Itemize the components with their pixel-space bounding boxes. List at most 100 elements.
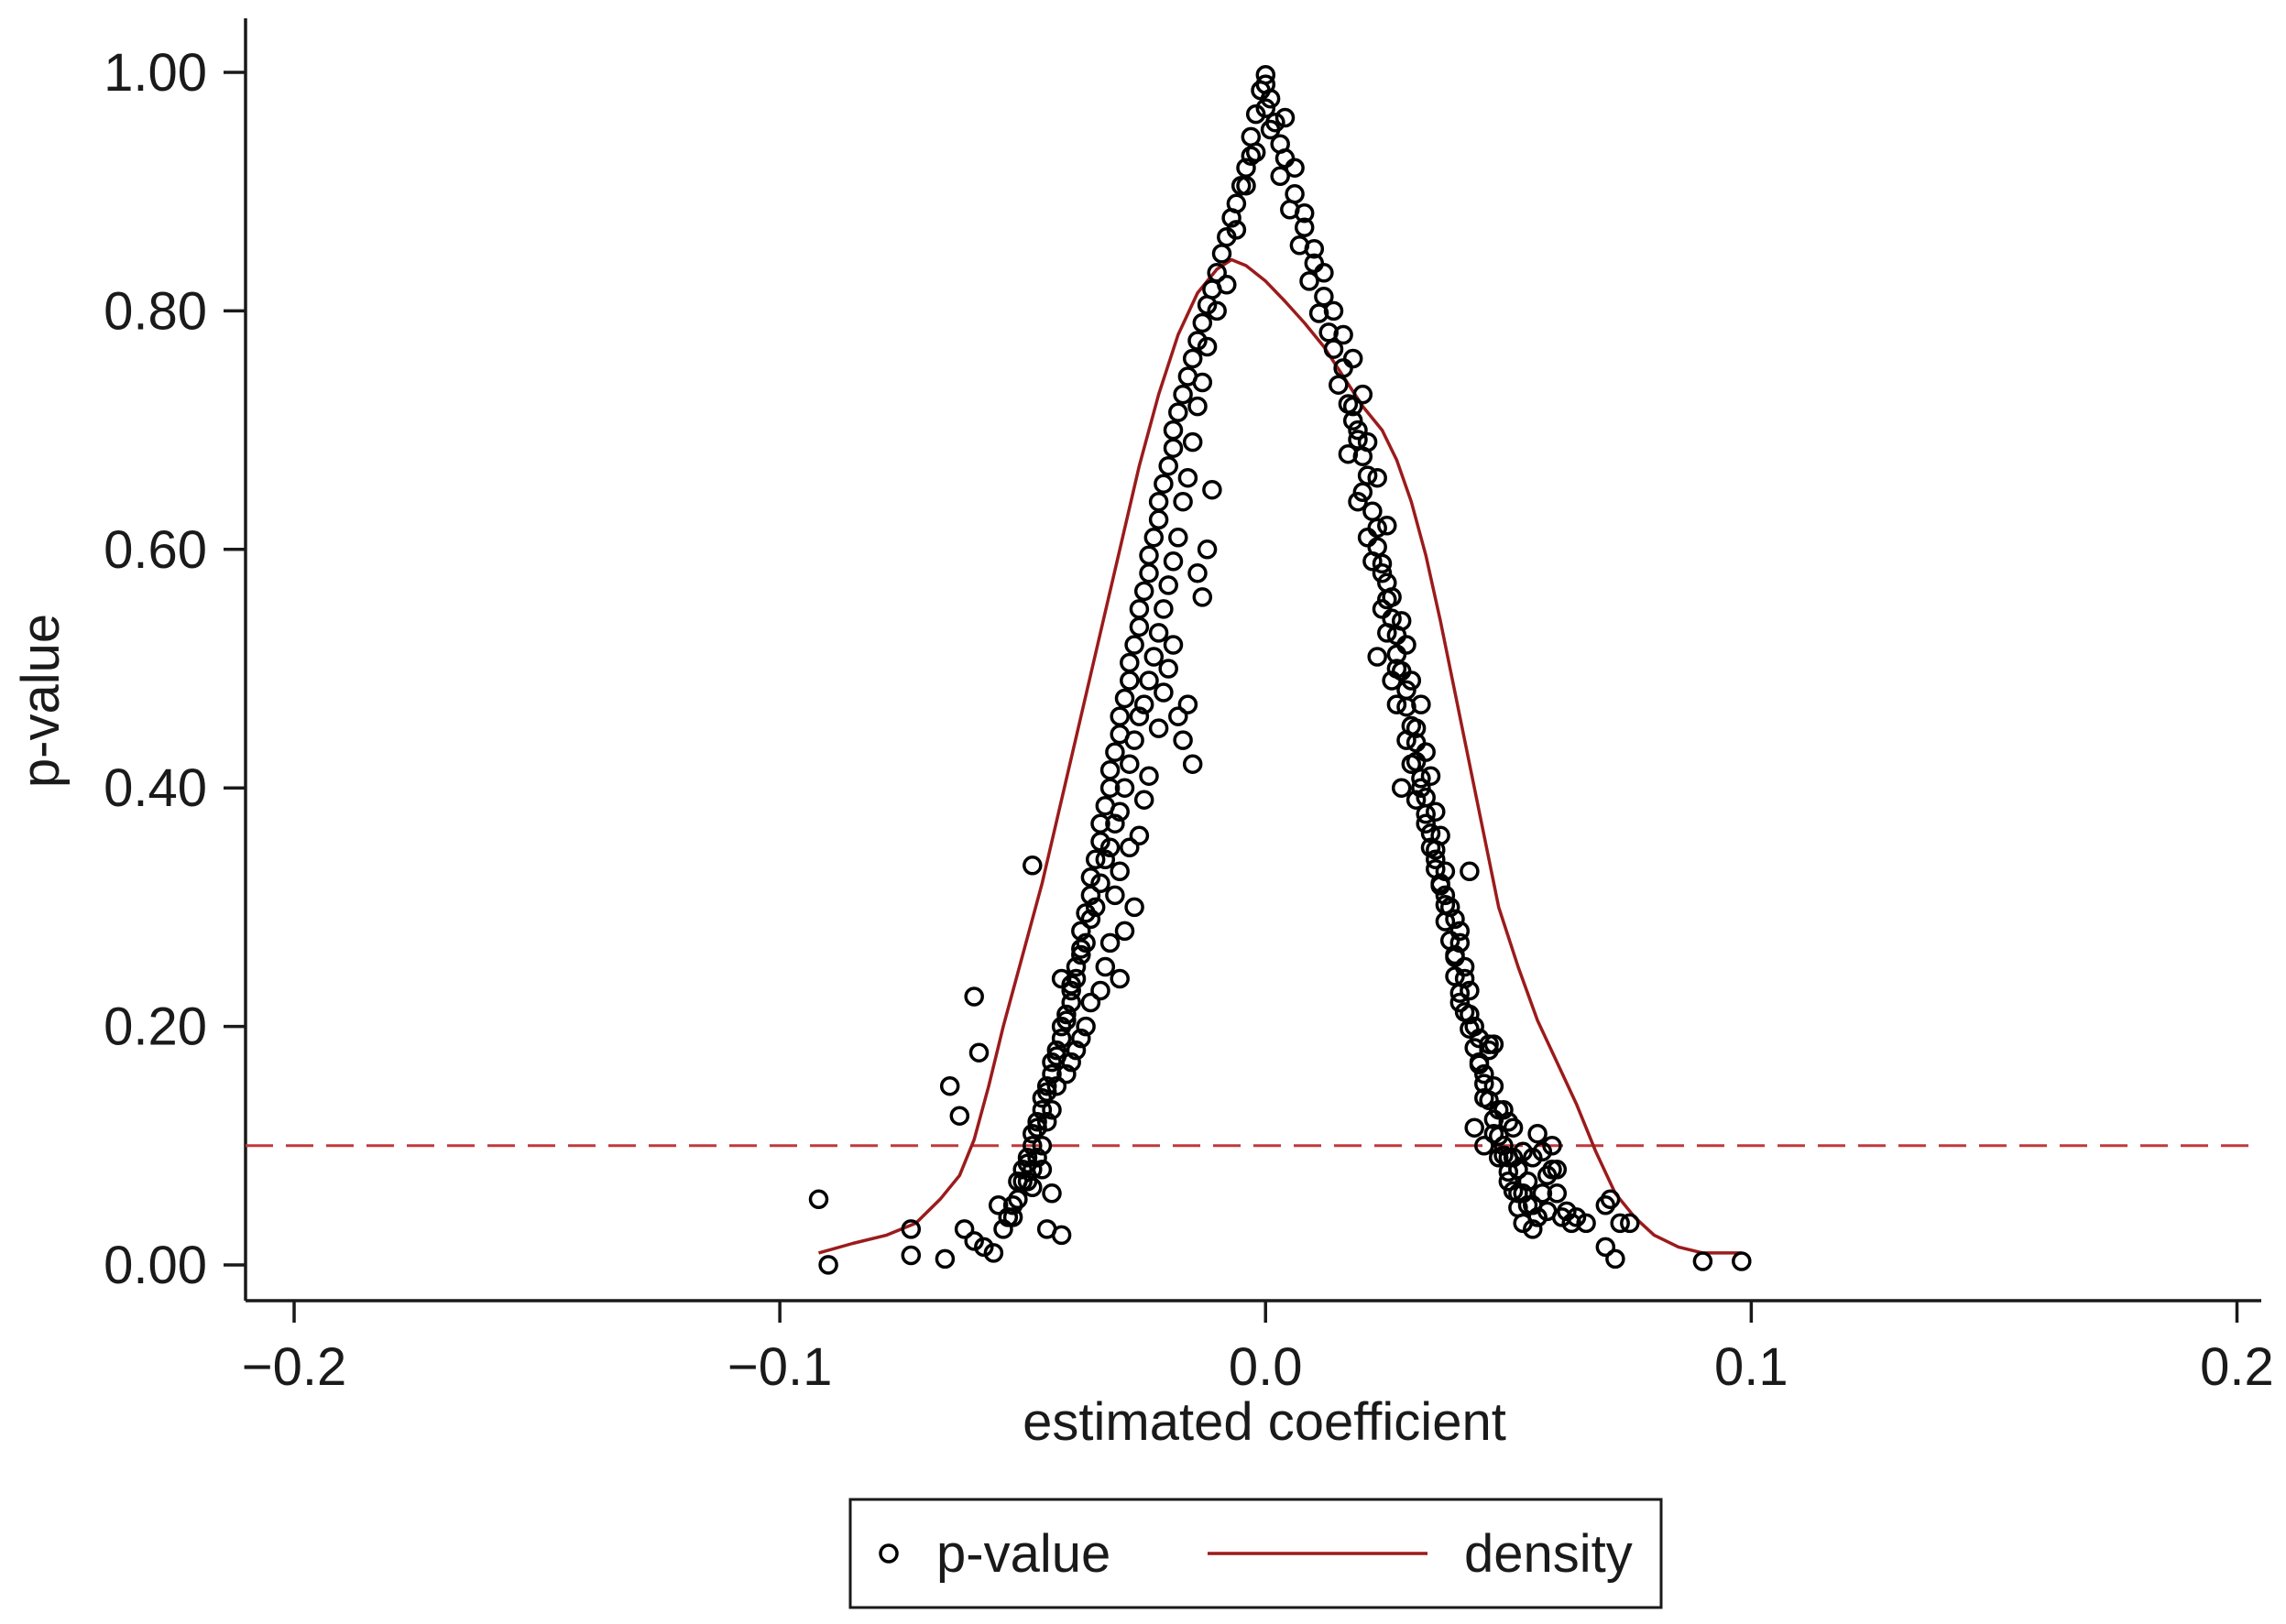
scatter-point <box>1032 1099 1053 1120</box>
scatter-point <box>1217 275 1237 295</box>
scatter-point <box>1498 1172 1519 1192</box>
scatter-point <box>1090 873 1110 894</box>
scatter-point <box>1547 1183 1568 1204</box>
scatter-point <box>1294 217 1315 238</box>
scatter-point <box>1236 175 1256 196</box>
scatter-point <box>1120 754 1140 774</box>
scatter-point <box>1416 813 1436 834</box>
scatter-point <box>1483 1123 1504 1144</box>
scatter-point <box>1449 932 1471 954</box>
x-tick-label: −0.2 <box>242 1337 347 1397</box>
scatter-point <box>1454 956 1475 977</box>
scatter-point <box>1187 563 1208 583</box>
scatter-point <box>1508 1160 1528 1180</box>
scatter-point <box>818 1255 838 1275</box>
scatter-point <box>1168 402 1188 422</box>
scatter-point <box>964 986 984 1007</box>
scatter-point <box>1274 107 1296 128</box>
scatter-point <box>1085 849 1106 870</box>
scatter-point <box>1566 1207 1587 1227</box>
y-tick-label: 0.40 <box>104 758 207 818</box>
scatter-point <box>1110 968 1130 989</box>
scatter-point <box>1182 431 1203 452</box>
scatter-point <box>1080 992 1101 1013</box>
scatter-point <box>1469 1052 1490 1073</box>
scatter-point <box>1192 312 1213 333</box>
scatter-point <box>1163 438 1184 458</box>
scatter-point <box>1610 1213 1630 1234</box>
scatter-point <box>901 1219 922 1239</box>
scatter-point <box>1314 263 1334 283</box>
scatter-point <box>1023 1123 1043 1144</box>
scatter-point <box>1187 331 1208 351</box>
scatter-point <box>964 1231 984 1251</box>
scatter-point <box>1445 944 1465 965</box>
scatter-point <box>1163 551 1184 572</box>
density-layer <box>818 257 1742 1255</box>
x-tick-label: 0.1 <box>1714 1337 1788 1397</box>
scatter-point <box>1493 1099 1514 1120</box>
scatter-point <box>1120 652 1140 673</box>
scatter-point <box>1080 909 1101 930</box>
scatter-point <box>1163 420 1184 441</box>
scatter-point <box>1114 921 1135 942</box>
scatter-point <box>1154 474 1174 494</box>
scatter-point <box>1367 647 1387 667</box>
scatter-point <box>1527 1123 1548 1144</box>
scatter-point <box>808 1189 829 1210</box>
x-axis-title: estimated coefficient <box>1023 1392 1506 1452</box>
scatter-point <box>1377 623 1397 643</box>
y-tick-label: 0.00 <box>104 1236 207 1295</box>
scatter-point <box>1435 885 1456 906</box>
scatter-point <box>1241 146 1262 166</box>
scatter-point <box>1066 956 1087 977</box>
scatter-point <box>1042 1183 1062 1204</box>
scatter-point <box>1090 980 1110 1001</box>
scatter-point <box>1488 1148 1509 1168</box>
scatter-point <box>1362 551 1383 572</box>
scatter-point <box>1595 1237 1616 1258</box>
scatter-point <box>1133 790 1154 810</box>
scatter-point <box>1129 706 1150 726</box>
scatter-point <box>1517 1172 1538 1192</box>
scatter-point <box>1110 706 1130 726</box>
scatter-point <box>1557 1201 1577 1222</box>
scatter-point <box>1333 324 1353 345</box>
scatter-point <box>1542 1136 1562 1156</box>
scatter-point <box>1323 300 1344 322</box>
y-axis-title: p-value <box>11 614 71 788</box>
scatter-point <box>1537 1165 1558 1186</box>
scatter-point <box>1139 670 1159 691</box>
scatter-point <box>1056 1063 1077 1084</box>
scatter-point <box>1158 659 1178 679</box>
scatter-point <box>1435 861 1456 882</box>
scatter-point <box>1226 220 1247 240</box>
scatter-point <box>1338 443 1359 464</box>
scatter-point <box>1517 1195 1538 1215</box>
scatter-point <box>1051 1028 1072 1049</box>
scatter-point <box>1110 861 1130 882</box>
scatter-point <box>1211 244 1232 264</box>
scatter-point <box>1600 1189 1621 1210</box>
scatter-point <box>1508 1183 1528 1204</box>
scatter-points <box>808 64 1752 1275</box>
scatter-point <box>1483 1075 1504 1096</box>
scatter-point <box>1032 1087 1053 1108</box>
scatter-point <box>1133 581 1154 602</box>
scatter-point <box>1042 1052 1062 1073</box>
x-tick-label: 0.0 <box>1229 1337 1303 1397</box>
scatter-point <box>1221 208 1241 228</box>
axes <box>244 18 2261 1302</box>
scatter-point <box>1139 563 1159 583</box>
scatter-point <box>1430 873 1450 894</box>
scatter-point <box>901 1245 922 1266</box>
scatter-point <box>1056 1004 1077 1025</box>
scatter-point <box>1110 801 1130 822</box>
y-tick-label: 0.80 <box>104 281 207 341</box>
x-tick-label: 0.2 <box>2200 1337 2274 1397</box>
scatter-point <box>1027 1148 1047 1168</box>
scatter-point <box>1182 348 1203 369</box>
scatter-point <box>1460 1004 1480 1025</box>
scatter-point <box>1523 1148 1543 1168</box>
scatter-point <box>1187 396 1208 417</box>
